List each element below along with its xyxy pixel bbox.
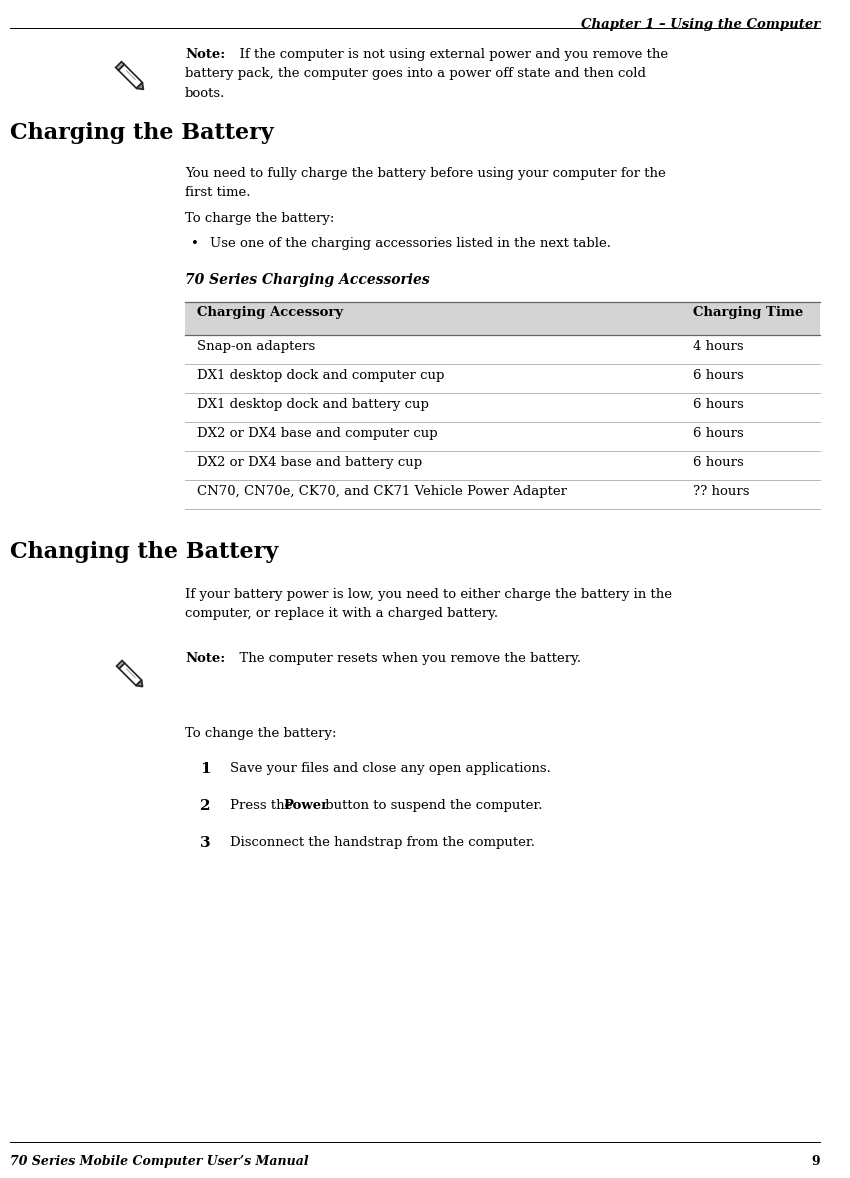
Text: 6 hours: 6 hours <box>693 369 744 382</box>
Polygon shape <box>118 65 142 88</box>
Text: Note:: Note: <box>185 48 225 61</box>
Text: The computer resets when you remove the battery.: The computer resets when you remove the … <box>231 651 581 666</box>
Polygon shape <box>137 82 144 90</box>
Text: To change the battery:: To change the battery: <box>185 727 337 740</box>
Text: If your battery power is low, you need to either charge the battery in the: If your battery power is low, you need t… <box>185 588 672 601</box>
Text: Power: Power <box>283 799 328 812</box>
Text: Changing the Battery: Changing the Battery <box>10 541 278 563</box>
Text: DX2 or DX4 base and battery cup: DX2 or DX4 base and battery cup <box>197 456 422 469</box>
Text: DX1 desktop dock and battery cup: DX1 desktop dock and battery cup <box>197 398 429 411</box>
Text: To charge the battery:: To charge the battery: <box>185 212 334 225</box>
Text: computer, or replace it with a charged battery.: computer, or replace it with a charged b… <box>185 608 498 621</box>
Text: 6 hours: 6 hours <box>693 398 744 411</box>
Text: first time.: first time. <box>185 186 251 199</box>
Text: Charging the Battery: Charging the Battery <box>10 123 274 144</box>
Text: DX2 or DX4 base and computer cup: DX2 or DX4 base and computer cup <box>197 426 438 441</box>
Text: 70 Series Charging Accessories: 70 Series Charging Accessories <box>185 273 429 287</box>
Text: button to suspend the computer.: button to suspend the computer. <box>321 799 542 812</box>
Text: ?? hours: ?? hours <box>693 485 750 498</box>
Text: 9: 9 <box>812 1154 820 1169</box>
Text: battery pack, the computer goes into a power off state and then cold: battery pack, the computer goes into a p… <box>185 67 646 80</box>
Text: 6 hours: 6 hours <box>693 426 744 441</box>
Text: If the computer is not using external power and you remove the: If the computer is not using external po… <box>231 48 668 61</box>
Text: 2: 2 <box>200 799 211 813</box>
Text: Save your files and close any open applications.: Save your files and close any open appli… <box>230 762 551 775</box>
Text: 4 hours: 4 hours <box>693 340 744 353</box>
Text: Snap-on adapters: Snap-on adapters <box>197 340 315 353</box>
Polygon shape <box>119 663 142 686</box>
Polygon shape <box>116 61 124 71</box>
Text: Charging Time: Charging Time <box>693 306 803 319</box>
Text: •: • <box>191 237 199 250</box>
Text: 70 Series Mobile Computer User’s Manual: 70 Series Mobile Computer User’s Manual <box>10 1154 309 1169</box>
Text: Disconnect the handstrap from the computer.: Disconnect the handstrap from the comput… <box>230 836 535 849</box>
Polygon shape <box>136 680 143 687</box>
Text: Use one of the charging accessories listed in the next table.: Use one of the charging accessories list… <box>210 237 611 250</box>
Text: Charging Accessory: Charging Accessory <box>197 306 343 319</box>
Polygon shape <box>116 661 125 669</box>
Text: You need to fully charge the battery before using your computer for the: You need to fully charge the battery bef… <box>185 167 666 180</box>
Text: boots.: boots. <box>185 87 225 100</box>
Text: 3: 3 <box>200 836 211 851</box>
Text: 1: 1 <box>200 762 211 776</box>
Text: Chapter 1 – Using the Computer: Chapter 1 – Using the Computer <box>581 18 820 31</box>
Text: DX1 desktop dock and computer cup: DX1 desktop dock and computer cup <box>197 369 445 382</box>
Text: Note:: Note: <box>185 651 225 666</box>
Text: 6 hours: 6 hours <box>693 456 744 469</box>
Bar <box>185 302 820 335</box>
Text: Press the: Press the <box>230 799 297 812</box>
Text: CN70, CN70e, CK70, and CK71 Vehicle Power Adapter: CN70, CN70e, CK70, and CK71 Vehicle Powe… <box>197 485 567 498</box>
